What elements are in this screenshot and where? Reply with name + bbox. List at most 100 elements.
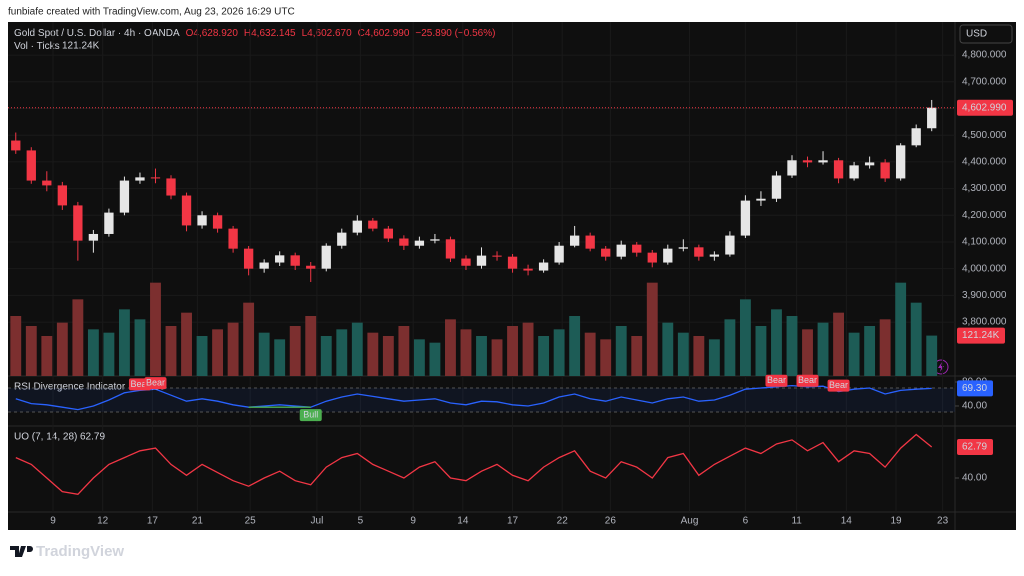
candle-body <box>352 220 362 233</box>
volume-bar <box>615 326 627 376</box>
candle-body <box>414 240 425 246</box>
y-tick-label: 4,000.000 <box>962 263 1007 274</box>
candle-body <box>616 244 626 257</box>
volume-bar <box>289 326 301 376</box>
x-tick-label: Jul <box>311 516 324 527</box>
alert-bolt <box>938 362 944 372</box>
volume-bar <box>848 332 860 376</box>
candle-body <box>88 233 99 241</box>
volume-bar <box>429 342 441 376</box>
volume-bar <box>802 329 813 376</box>
volume-bar <box>72 299 84 376</box>
currency: USD <box>966 29 987 40</box>
x-tick-label: 12 <box>97 516 109 527</box>
candle-body <box>135 177 145 181</box>
y-tick-label: 4,100.000 <box>962 237 1007 248</box>
volume-bar <box>476 336 487 376</box>
volume-title: Vol · Ticks <box>14 41 60 52</box>
volume-bar <box>817 322 829 376</box>
credit: funbiafe created with TradingView.com, A… <box>8 7 295 18</box>
candle-body <box>476 255 487 266</box>
candle-body <box>337 232 347 246</box>
volume-bar <box>553 329 565 376</box>
volume-bar <box>413 339 425 376</box>
candle-body <box>150 177 161 179</box>
volume-bar <box>181 312 192 376</box>
candle-body <box>678 247 688 249</box>
volume-bar <box>398 326 410 376</box>
volume-bar <box>119 309 130 376</box>
volume-bar <box>677 332 689 376</box>
signal-label: Bull <box>303 410 318 420</box>
volume-bar <box>134 319 146 376</box>
x-tick-label: 17 <box>507 516 519 527</box>
candle-body <box>42 180 52 186</box>
candle-body <box>663 248 673 263</box>
candle-body <box>445 239 456 259</box>
candle-body <box>11 140 21 151</box>
volume-bar <box>662 322 674 376</box>
volume-bar <box>274 339 286 376</box>
candle-body <box>275 255 285 263</box>
x-tick-label: 22 <box>557 516 569 527</box>
candle-body <box>694 247 704 257</box>
signal-label: Bear <box>146 378 165 388</box>
x-tick-label: 17 <box>147 516 159 527</box>
volume-bar <box>926 335 938 376</box>
x-tick-label: Aug <box>681 516 699 527</box>
volume-bar <box>538 336 550 376</box>
candle-body <box>756 198 766 201</box>
signal-label: Bear <box>130 379 149 389</box>
volume-bar <box>227 322 239 376</box>
uo-last-label: 62.79 <box>962 442 987 453</box>
currency-box[interactable] <box>959 24 1013 44</box>
candle-body <box>383 228 394 239</box>
signal-box <box>765 374 788 387</box>
x-tick-label: 25 <box>245 516 257 527</box>
candle-body <box>492 255 502 257</box>
uo-last-box <box>957 439 993 456</box>
candle-body <box>243 248 254 269</box>
volume-bar <box>258 332 270 376</box>
candle-body <box>833 160 844 179</box>
candle-body <box>771 175 782 199</box>
ohlc-value: L4,602.670 <box>302 28 352 39</box>
volume-last-box <box>957 327 1005 344</box>
candle-body <box>212 215 223 229</box>
candle-body <box>709 254 720 257</box>
rsi-last-box <box>957 380 993 397</box>
y-tick-label: 4,700.000 <box>962 76 1007 87</box>
volume-bar <box>491 339 503 376</box>
x-tick-label: 19 <box>890 516 902 527</box>
candle-body <box>290 255 300 266</box>
volume-bar <box>305 316 317 376</box>
candle-body <box>632 244 642 253</box>
volume-bar <box>320 336 332 376</box>
volume-bar <box>646 282 658 376</box>
chart-background <box>8 22 1016 530</box>
candle-body <box>507 256 518 269</box>
volume-bar <box>382 336 394 376</box>
uo-title: UO (7, 14, 28) <box>14 432 77 443</box>
last-price-box <box>957 99 1013 116</box>
candle-body <box>368 220 378 229</box>
candle-body <box>818 160 828 163</box>
volume-bar <box>833 312 844 376</box>
candle-body <box>104 212 114 234</box>
x-tick-label: 9 <box>410 516 416 527</box>
ohlc-value: H4,632.145 <box>244 28 296 39</box>
x-tick-label: 21 <box>192 516 204 527</box>
signal-box <box>796 374 819 387</box>
candle-body <box>321 245 331 269</box>
volume-last-label: 121.24K <box>962 330 1000 341</box>
volume-bar <box>864 326 876 376</box>
x-tick-label: 11 <box>791 516 802 527</box>
volume-bar <box>755 326 767 376</box>
volume-bar <box>56 322 68 376</box>
logo-mark <box>10 546 33 557</box>
x-tick-label: 26 <box>605 516 617 527</box>
signal-label: Bear <box>829 380 848 390</box>
volume-bar <box>739 299 751 376</box>
y-tick-label: 4,200.000 <box>962 210 1007 221</box>
y-tick-label: 3,800.000 <box>962 317 1007 328</box>
